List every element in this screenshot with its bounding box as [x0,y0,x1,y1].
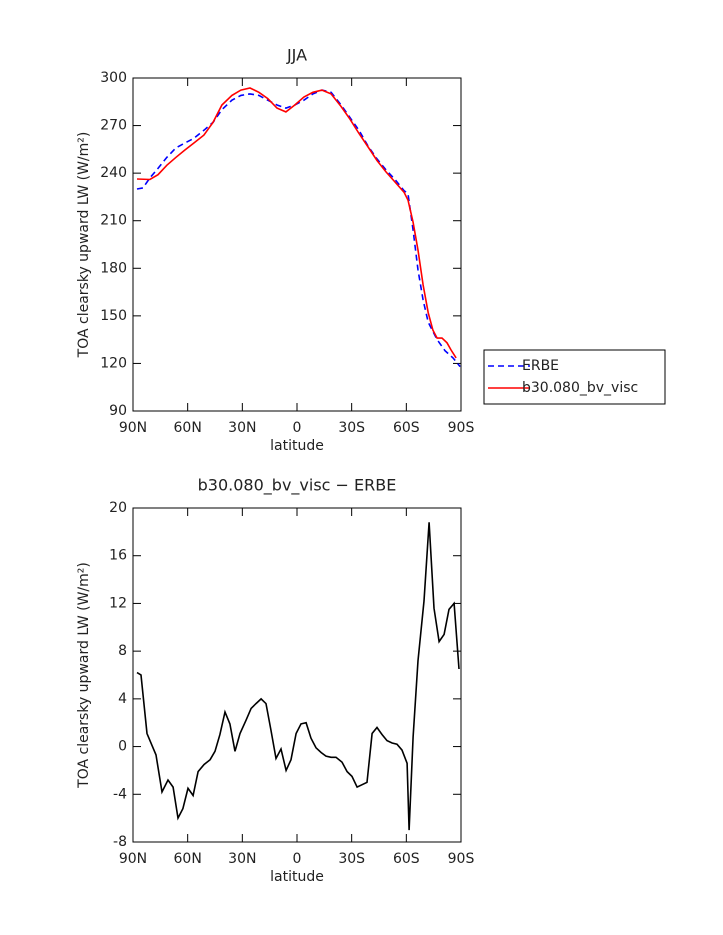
chart-title: JJA [286,46,307,65]
data-line [136,522,460,831]
x-tick-label: 60N [174,851,202,867]
x-tick-label: 60S [393,851,420,867]
x-axis-label: latitude [270,438,324,454]
y-tick-label: 240 [100,165,127,181]
x-tick-label: 90N [119,851,147,867]
legend-label: ERBE [522,358,559,374]
y-tick-label: 16 [109,548,127,564]
y-tick-label: 300 [100,70,127,86]
x-tick-label: 60S [393,420,420,436]
y-tick-label: 120 [100,355,127,371]
y-tick-label: 12 [109,595,127,611]
legend: ERBE b30.080_bv_visc [483,349,666,405]
x-tick-label: 30S [338,851,365,867]
plot-frame [132,507,462,843]
data-line [136,87,457,359]
x-tick-label: 30N [228,420,256,436]
y-tick-label: 180 [100,260,127,276]
x-tick-label: 90S [448,420,475,436]
y-tick-label: 90 [109,403,127,419]
x-tick-label: 30N [228,851,256,867]
legend-box [483,349,666,405]
x-tick-label: 0 [293,420,302,436]
x-tick-label: 90N [119,420,147,436]
x-tick-label: 60N [174,420,202,436]
x-tick-label: 90S [448,851,475,867]
y-tick-label: 4 [118,691,127,707]
x-axis-label: latitude [270,869,324,885]
y-tick-label: -4 [113,786,127,802]
y-tick-label: -8 [113,834,127,850]
data-line [136,89,461,368]
y-tick-label: 0 [118,739,127,755]
y-tick-label: 8 [118,643,127,659]
y-tick-label: 210 [100,213,127,229]
y-tick-label: 270 [100,118,127,134]
chart-title: b30.080_bv_visc − ERBE [198,476,397,496]
y-tick-label: 20 [109,500,127,516]
y-axis-label: TOA clearsky upward LW (W/m²) [76,562,92,789]
plot-frame [132,77,462,412]
legend-label: b30.080_bv_visc [522,380,638,396]
x-tick-label: 30S [338,420,365,436]
y-axis-label: TOA clearsky upward LW (W/m²) [76,132,92,359]
y-tick-label: 150 [100,308,127,324]
x-tick-label: 0 [293,851,302,867]
